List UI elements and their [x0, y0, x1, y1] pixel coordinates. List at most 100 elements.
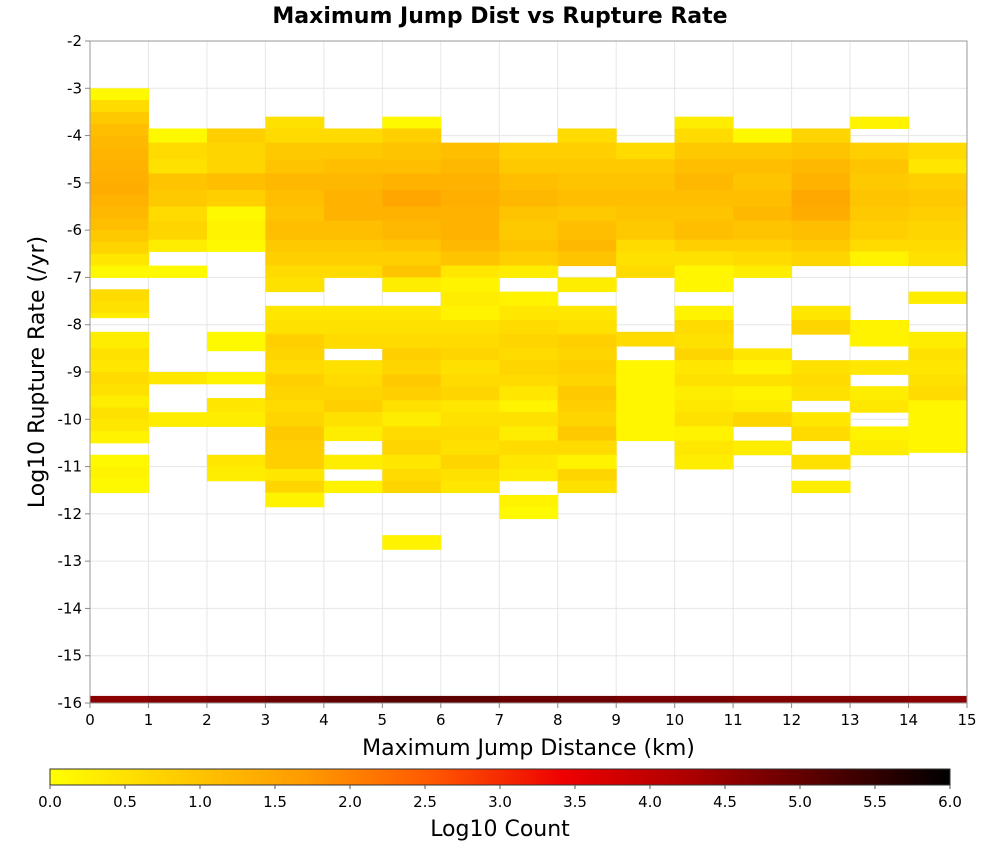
heatmap-cell	[206, 128, 266, 144]
heatmap-cell	[265, 265, 325, 278]
heatmap-cell	[382, 468, 442, 482]
heatmap-cell	[265, 480, 325, 494]
heatmap-cell	[265, 251, 325, 267]
heatmap-cell	[908, 159, 968, 174]
heatmap-cell	[382, 348, 442, 361]
heatmap-cell	[557, 206, 617, 222]
heatmap-cell	[148, 142, 208, 160]
y-tick-label: -3	[67, 79, 82, 97]
heatmap-cell	[674, 400, 734, 413]
heatmap-cell	[791, 159, 851, 174]
heatmap-cell	[90, 265, 149, 278]
heatmap-cell	[557, 142, 617, 160]
heatmap-cell	[499, 360, 559, 375]
heatmap-cell	[908, 360, 968, 375]
heatmap-cell	[440, 426, 500, 442]
heatmap-cell	[206, 466, 266, 482]
heatmap-cell	[440, 440, 500, 456]
heatmap-cell	[908, 189, 968, 207]
x-tick-label: 1	[144, 711, 154, 729]
heatmap-cell	[206, 159, 266, 174]
heatmap-cell	[499, 494, 559, 508]
heatmap-cell	[733, 239, 793, 252]
heatmap-cell	[382, 128, 442, 144]
heatmap-cell	[616, 142, 676, 160]
heatmap-cell	[265, 412, 325, 427]
heatmap-cell	[382, 173, 442, 191]
heatmap-cell	[323, 374, 383, 387]
heatmap-cell	[90, 123, 149, 137]
heatmap-cell	[265, 440, 325, 456]
heatmap-cell	[674, 454, 734, 470]
heatmap-cell	[850, 116, 910, 129]
y-axis-label: Log10 Rupture Rate (/yr)	[25, 236, 50, 508]
heatmap-cell	[440, 400, 500, 413]
heatmap-cell	[674, 189, 734, 207]
heatmap-cell	[674, 206, 734, 222]
heatmap-cell	[90, 206, 149, 219]
colorbar-tick-label: 4.0	[638, 793, 662, 811]
heatmap-cell	[557, 386, 617, 401]
heatmap-cell	[323, 251, 383, 267]
heatmap-cell	[382, 480, 442, 494]
heatmap-cell	[674, 412, 734, 427]
heatmap-cell	[908, 291, 968, 304]
heatmap-cell	[90, 431, 149, 444]
heatmap-cell	[90, 289, 149, 302]
heatmap-cell	[90, 159, 149, 172]
y-tick-label: -9	[67, 363, 82, 381]
heatmap-cell	[557, 128, 617, 144]
heatmap-cell	[674, 173, 734, 191]
heatmap-cell	[265, 239, 325, 252]
heatmap-cell	[557, 426, 617, 442]
heatmap-cell	[616, 220, 676, 241]
heatmap-cell	[440, 291, 500, 307]
heatmap-cell	[908, 239, 968, 252]
heatmap-cell	[440, 220, 500, 241]
heatmap-cell	[206, 454, 266, 468]
heatmap-cell	[90, 111, 149, 125]
heatmap-cell	[791, 173, 851, 191]
heatmap-cells	[90, 88, 968, 703]
heatmap-cell	[440, 468, 500, 482]
heatmap-cell	[674, 386, 734, 401]
colorbar-tick-label: 4.5	[713, 793, 737, 811]
y-tick-label: -16	[58, 694, 83, 712]
colorbar-tick-label: 2.0	[338, 793, 362, 811]
heatmap-cell	[323, 173, 383, 191]
heatmap-cell	[674, 319, 734, 335]
heatmap-cell	[382, 374, 442, 387]
heatmap-cell	[791, 220, 851, 241]
heatmap-cell	[850, 360, 910, 375]
colorbar-tick-label: 3.5	[563, 793, 587, 811]
x-tick-label: 3	[261, 711, 271, 729]
heatmap-cell	[557, 412, 617, 427]
heatmap-cell	[440, 265, 500, 278]
colorbar-tick-label: 3.0	[488, 793, 512, 811]
heatmap-cell	[90, 253, 149, 267]
heatmap-cell	[382, 239, 442, 252]
x-tick-label: 9	[611, 711, 621, 729]
heatmap-cell	[206, 220, 266, 241]
heatmap-cell	[323, 360, 383, 375]
heatmap-cell	[265, 374, 325, 387]
heatmap-cell	[557, 400, 617, 413]
heatmap-cell	[850, 440, 910, 456]
heatmap-cell	[323, 239, 383, 252]
heatmap-cell	[850, 189, 910, 207]
y-tick-label: -7	[67, 268, 82, 286]
heatmap-cell	[323, 206, 383, 222]
heatmap-cell	[90, 241, 149, 255]
bottom-strip-cell	[148, 695, 208, 703]
x-tick-label: 13	[841, 711, 860, 729]
bottom-strip-cell	[206, 695, 266, 703]
heatmap-cell	[440, 305, 500, 321]
heatmap-cell	[440, 480, 500, 494]
y-tick-label: -10	[58, 410, 83, 428]
heatmap-cell	[850, 206, 910, 222]
y-tick-label: -4	[67, 127, 82, 145]
bottom-strip-cell	[908, 695, 968, 703]
heatmap-cell	[90, 100, 149, 113]
heatmap-cell	[265, 319, 325, 335]
y-tick-label: -5	[67, 174, 82, 192]
